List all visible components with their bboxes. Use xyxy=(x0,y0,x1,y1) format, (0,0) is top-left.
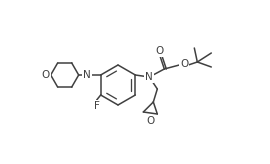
Text: O: O xyxy=(180,59,188,69)
Text: F: F xyxy=(94,101,100,111)
Text: N: N xyxy=(146,72,153,82)
Text: N: N xyxy=(83,70,90,80)
Text: O: O xyxy=(42,70,50,80)
Text: O: O xyxy=(146,116,154,126)
Text: O: O xyxy=(155,46,163,56)
